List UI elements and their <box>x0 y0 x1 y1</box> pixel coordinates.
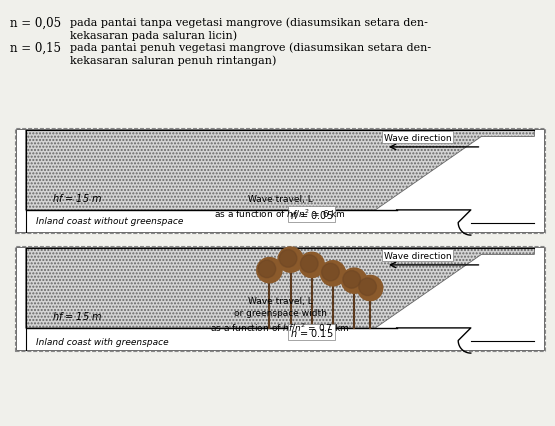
Bar <box>15 129 545 233</box>
Text: kekasaran saluran penuh rintangan): kekasaran saluran penuh rintangan) <box>70 55 276 66</box>
Text: pada pantai tanpa vegetasi mangrove (diasumsikan setara den-: pada pantai tanpa vegetasi mangrove (dia… <box>70 17 428 28</box>
Text: n = 0,05: n = 0,05 <box>10 17 61 30</box>
Text: Wave travel, L
or greenspace width
as a function of $hf/n^2$ = 0.7 km: Wave travel, L or greenspace width as a … <box>210 296 350 333</box>
Circle shape <box>343 271 361 288</box>
Circle shape <box>258 260 276 278</box>
Bar <box>15 246 545 351</box>
Circle shape <box>320 261 346 286</box>
Circle shape <box>279 250 297 268</box>
Text: pada pantai penuh vegetasi mangrove (diasumsikan setara den-: pada pantai penuh vegetasi mangrove (dia… <box>70 42 431 52</box>
Polygon shape <box>26 210 397 233</box>
Polygon shape <box>26 248 534 328</box>
Circle shape <box>300 255 318 273</box>
Text: kekasaran pada saluran licin): kekasaran pada saluran licin) <box>70 30 237 40</box>
Text: Wave direction: Wave direction <box>384 251 452 260</box>
Text: $hf$ = 15 m: $hf$ = 15 m <box>52 310 103 322</box>
Circle shape <box>359 278 376 296</box>
Bar <box>16 130 544 233</box>
Text: Inland coast without greenspace: Inland coast without greenspace <box>36 216 184 225</box>
Text: $n$ = 0.15: $n$ = 0.15 <box>290 326 334 338</box>
Polygon shape <box>26 328 397 350</box>
Text: Wave travel, L
as a function of $hf/n^2$ = 6 km: Wave travel, L as a function of $hf/n^2$… <box>214 194 346 219</box>
Circle shape <box>322 264 339 281</box>
Polygon shape <box>26 131 534 210</box>
Circle shape <box>357 276 383 301</box>
Text: $hf$ = 15 m: $hf$ = 15 m <box>52 192 103 204</box>
Text: Wave direction: Wave direction <box>384 133 452 142</box>
Text: $n$ = 0.05: $n$ = 0.05 <box>290 209 334 221</box>
Circle shape <box>257 258 282 283</box>
Circle shape <box>278 248 303 273</box>
Text: Inland coast with greenspace: Inland coast with greenspace <box>36 337 169 346</box>
Bar <box>16 248 544 350</box>
Circle shape <box>341 268 367 294</box>
Text: n = 0,15: n = 0,15 <box>10 42 61 55</box>
Circle shape <box>299 253 325 278</box>
